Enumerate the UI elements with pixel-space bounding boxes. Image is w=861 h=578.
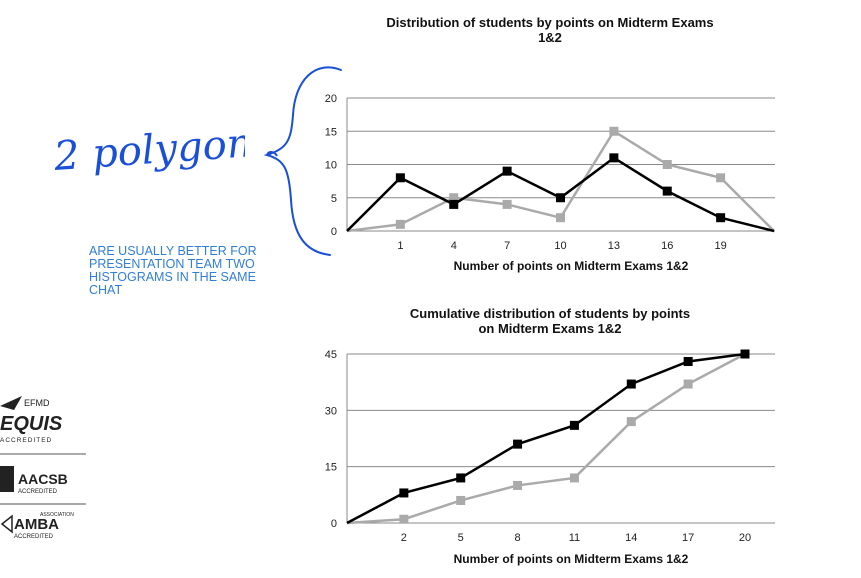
chart1-data-point [662, 160, 672, 169]
equis-swoosh-icon [0, 396, 22, 410]
chart1-data-point [502, 166, 512, 176]
chart1-data-point [609, 153, 619, 163]
chart1-y-tick-label: 10 [325, 160, 337, 172]
aacsb-sub-text: ACCREDITED [18, 489, 58, 495]
amba-emblem-icon [0, 514, 13, 534]
brace-annotation [263, 66, 342, 256]
chart1-data-point [395, 173, 405, 183]
amba-assoc-text: ASSOCIATION [40, 512, 74, 518]
chart1-y-tick-label: 0 [331, 226, 337, 238]
amba-text: AMBA [14, 516, 59, 533]
presentation-note: ARE USUALLY BETTER FOR PRESENTATION TEAM… [89, 244, 257, 297]
chart2-title: Cumulative distribution of students by p… [350, 306, 750, 336]
aacsb-text: AACSB [18, 471, 68, 487]
equis-sub-text: ACCREDITED [0, 437, 52, 444]
chart1-data-point [662, 186, 672, 196]
amba-sub-text: ACCREDITED [14, 534, 54, 540]
chart1-title-line2: 1&2 [538, 30, 562, 45]
chart1-y-tick-label: 15 [325, 126, 337, 138]
chart1-x-tick-label: 4 [451, 240, 457, 252]
chart1-title: Distribution of students by points on Mi… [350, 15, 750, 45]
chart2-title-line1: Cumulative distribution of students by p… [409, 306, 691, 321]
chart1-x-tick-label: 13 [608, 240, 620, 252]
chart1-data-point [609, 126, 619, 136]
chart1-data-point [716, 173, 726, 183]
aacsb-emblem-icon [0, 466, 14, 492]
chart1-x-tick-label: 1 [397, 240, 403, 252]
handwritten-label: 2 polygons [55, 119, 245, 180]
chart1-data-point [449, 199, 459, 209]
chart1-data-point [502, 199, 512, 209]
chart2-title-line2: on Midterm Exams 1&2 [478, 321, 622, 336]
chart1-data-point [556, 193, 565, 203]
chart1-data-point [556, 213, 565, 223]
logos-graphic: EFMD EQUIS ACCREDITED AACSB ACCREDITED A… [0, 396, 86, 540]
chart1-data-point [449, 193, 459, 203]
chart1-y-tick-label: 5 [331, 193, 337, 205]
chart1-x-tick-label: 16 [661, 240, 673, 252]
chart1-title-line1: Distribution of students by points on Mi… [386, 15, 714, 30]
equis-text: EQUIS [0, 413, 63, 435]
chart1-data-point [716, 213, 726, 223]
chart1-x-tick-label: 19 [715, 240, 727, 252]
efmd-text: EFMD [24, 398, 50, 408]
chart1-x-tick-label: 7 [504, 240, 510, 252]
chart1-y-tick-label: 20 [325, 93, 337, 105]
chart1-data-point [395, 219, 405, 229]
chart1-x-tick-label: 10 [554, 240, 566, 252]
chart1-x-axis-label: Number of points on Midterm Exams 1&2 [454, 259, 689, 273]
accreditation-logos: EFMD EQUIS ACCREDITED AACSB ACCREDITED A… [0, 392, 90, 552]
